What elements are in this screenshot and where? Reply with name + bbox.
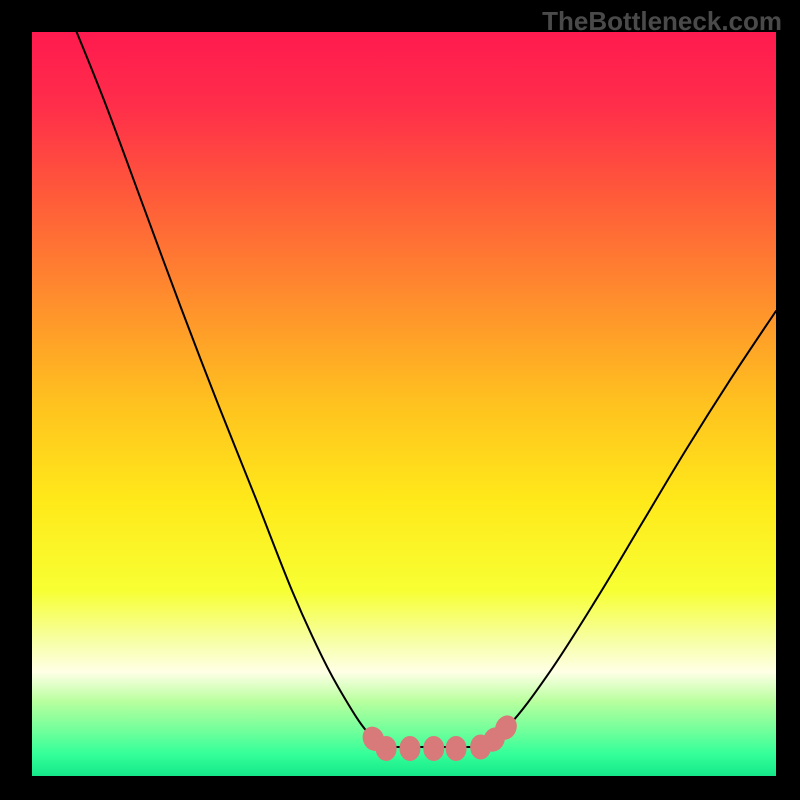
optimal-region-markers [359, 713, 520, 761]
plot-area [32, 32, 776, 776]
marker-point [424, 736, 444, 760]
marker-point [400, 736, 420, 760]
curve-layer [32, 32, 776, 776]
watermark-text: TheBottleneck.com [542, 6, 782, 37]
marker-point [376, 736, 396, 760]
chart-stage: TheBottleneck.com [0, 0, 800, 800]
bottleneck-curve [77, 32, 776, 748]
marker-point [446, 736, 466, 760]
